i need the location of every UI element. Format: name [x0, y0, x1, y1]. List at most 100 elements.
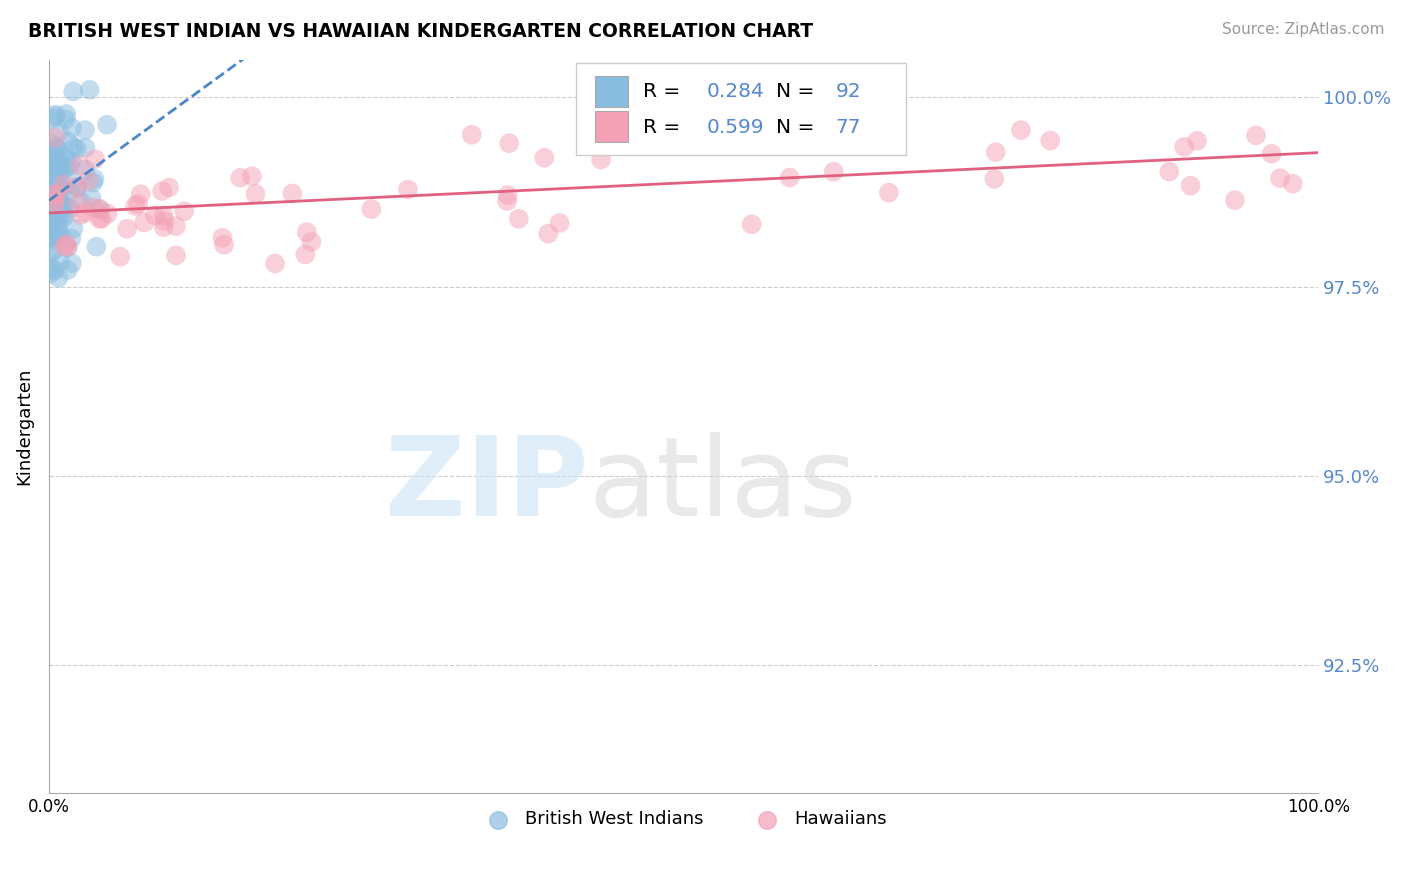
Point: [60, 153, 83, 168]
Point: [53, 198, 76, 212]
Point: [44, 194, 66, 208]
Point: [46, 212, 69, 227]
Point: [44, 187, 66, 202]
Point: [39, 261, 62, 276]
Point: [44, 155, 66, 169]
Point: [508, 211, 530, 226]
Point: [75, 205, 97, 219]
Text: 77: 77: [835, 119, 862, 137]
Point: [173, 204, 195, 219]
Point: [48, 207, 70, 221]
Point: [1260, 146, 1282, 161]
Point: [75, 141, 97, 155]
Point: [45, 163, 67, 178]
Point: [496, 188, 519, 202]
Point: [984, 145, 1007, 160]
Point: [52, 198, 75, 212]
Point: [66, 179, 89, 194]
Point: [1185, 134, 1208, 148]
Point: [461, 128, 484, 142]
Point: [165, 248, 187, 262]
Point: [48, 153, 70, 168]
Point: [52, 178, 75, 192]
Point: [42, 244, 65, 259]
Point: [48, 179, 70, 194]
Point: [498, 136, 520, 151]
Point: [83, 172, 105, 186]
Text: 92: 92: [835, 82, 862, 101]
Point: [58, 170, 80, 185]
Point: [39, 185, 62, 199]
Point: [60, 256, 83, 270]
Point: [59, 202, 82, 216]
Point: [66, 142, 89, 156]
FancyBboxPatch shape: [595, 76, 627, 106]
Text: R =: R =: [643, 82, 686, 101]
Point: [115, 222, 138, 236]
Point: [67, 196, 90, 211]
Point: [42, 233, 65, 247]
Point: [45, 140, 67, 154]
Point: [46, 174, 69, 188]
Point: [41, 224, 63, 238]
Point: [41, 136, 63, 151]
Point: [69, 208, 91, 222]
Point: [1039, 134, 1062, 148]
Point: [58, 185, 80, 199]
Point: [134, 215, 156, 229]
Point: [48, 225, 70, 239]
Point: [73, 123, 96, 137]
Point: [49, 255, 72, 269]
Point: [46, 157, 69, 171]
Point: [70, 195, 93, 210]
Point: [42, 211, 65, 226]
Point: [48, 172, 70, 186]
Point: [299, 235, 322, 249]
Point: [45, 108, 67, 122]
Point: [56, 240, 79, 254]
Point: [52, 207, 75, 221]
Point: [97, 206, 120, 220]
Point: [39, 204, 62, 219]
Point: [1180, 178, 1202, 193]
Point: [1010, 123, 1032, 137]
Point: [294, 247, 316, 261]
Point: [150, 184, 173, 198]
Point: [44, 130, 66, 145]
Point: [165, 219, 187, 234]
Text: atlas: atlas: [588, 432, 856, 539]
Point: [56, 240, 79, 254]
Point: [983, 171, 1005, 186]
Point: [46, 186, 69, 201]
Point: [42, 205, 65, 219]
Text: ZIP: ZIP: [385, 432, 588, 539]
Text: R =: R =: [643, 119, 686, 137]
Point: [877, 186, 900, 200]
Point: [49, 166, 72, 180]
Point: [49, 202, 72, 216]
Point: [84, 152, 107, 166]
Point: [69, 159, 91, 173]
Point: [56, 263, 79, 277]
Point: [60, 120, 83, 135]
Point: [79, 83, 101, 97]
Point: [129, 187, 152, 202]
Point: [733, 103, 755, 118]
Point: [295, 225, 318, 239]
Point: [1244, 128, 1267, 143]
Point: [75, 162, 97, 177]
Point: [49, 227, 72, 242]
Point: [591, 153, 613, 167]
Point: [533, 151, 555, 165]
Point: [1268, 171, 1291, 186]
Point: [44, 182, 66, 196]
Text: 0.599: 0.599: [706, 119, 763, 137]
Point: [44, 190, 66, 204]
FancyBboxPatch shape: [595, 111, 627, 142]
Point: [44, 192, 66, 206]
Point: [41, 170, 63, 185]
Point: [62, 85, 84, 99]
Point: [82, 176, 104, 190]
Legend: British West Indians, Hawaiians: British West Indians, Hawaiians: [472, 803, 894, 836]
Text: 0.284: 0.284: [706, 82, 765, 101]
